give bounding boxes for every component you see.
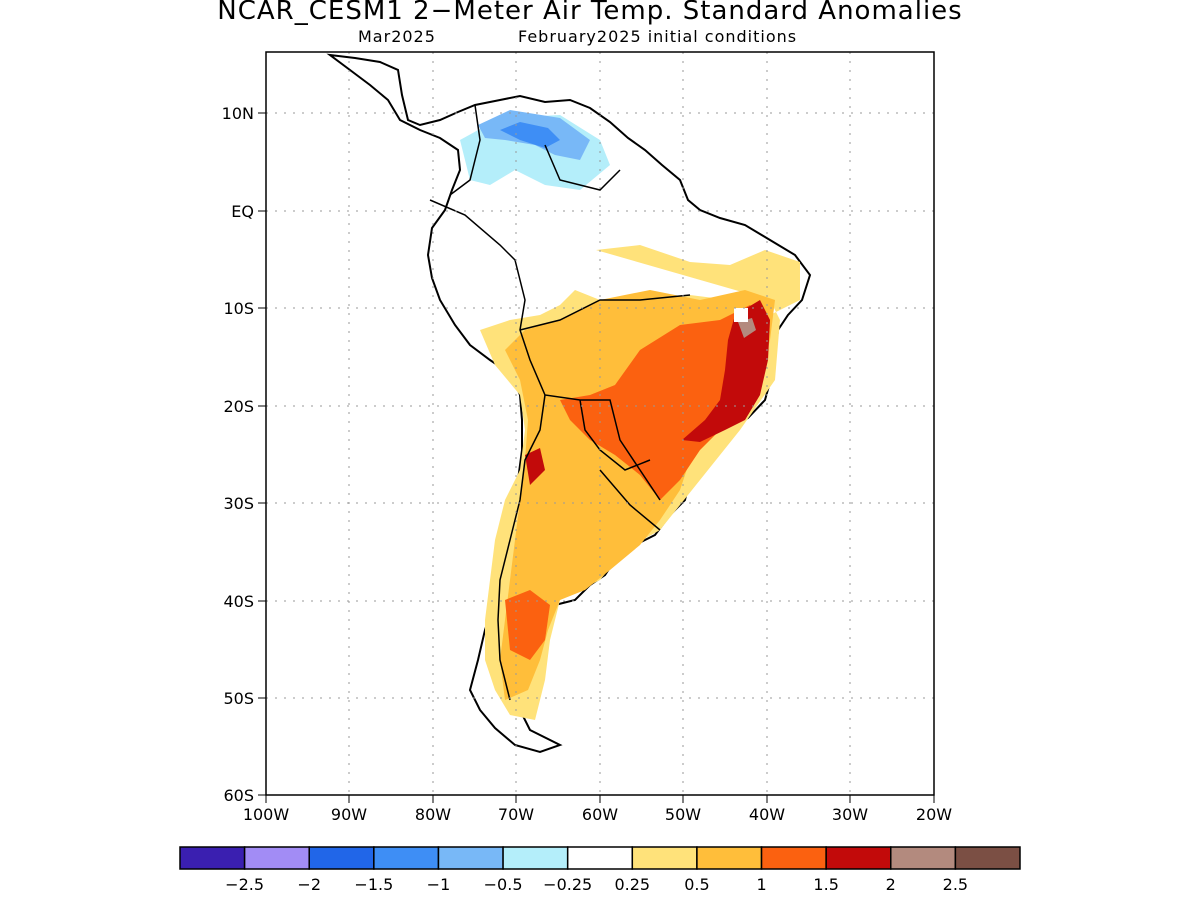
colorbar-label: 0.25 [614,875,650,894]
colorbar-label: 1 [756,875,766,894]
forecast-month: Mar2025 [358,27,436,46]
colorbar-swatch [890,846,957,870]
lon-tick-label: 50W [665,805,701,824]
lat-tick-label: 10S [223,299,254,318]
colorbar-label: 2 [886,875,896,894]
lat-tick-label: EQ [231,202,254,221]
colorbar-swatch [566,846,634,870]
colorbar-swatch [696,846,763,870]
lat-tick-label: 20S [223,397,254,416]
lat-tick-label: 50S [223,689,254,708]
lon-tick-label: 80W [415,805,451,824]
colorbar-swatch [954,846,1021,870]
colorbar-label: 0.5 [684,875,709,894]
colorbar-swatch [502,846,569,870]
anomaly-red-spot [525,448,545,485]
colorbar-swatch [437,846,504,870]
colorbar: −2.5 −2 −1.5 −1 −0.5 −0.25 0.25 0.5 1 1.5 2 2.5 [179,846,1021,894]
graticule [266,52,934,795]
lat-tick-label: 40S [223,592,254,611]
colorbar-swatch [373,846,440,870]
anomaly-red [682,300,770,442]
colorbar-label: −2.5 [225,875,264,894]
colorbar-swatch [760,846,827,870]
lat-tick-label: 60S [223,786,254,805]
lon-tick-label: 70W [498,805,534,824]
colorbar-label: −1.5 [354,875,393,894]
colorbar-swatches [179,846,1021,870]
colorbar-label: 2.5 [943,875,968,894]
lat-tick-label: 10N [222,104,254,123]
anomaly-blue-dark [500,122,560,148]
colorbar-label: −0.25 [543,875,592,894]
colorbar-label: −2 [297,875,321,894]
lon-tick-label: 90W [331,805,367,824]
lon-tick-label: 100W [243,805,290,824]
lon-tick-label: 60W [582,805,618,824]
initial-conditions: February2025 initial conditions [518,27,798,46]
colorbar-labels: −2.5 −2 −1.5 −1 −0.5 −0.25 0.25 0.5 1 1.5 2 2.5 [225,875,968,894]
map-title: NCAR_CESM1 2−Meter Air Temp. Standard An… [217,0,963,26]
anomaly-brown [738,318,756,338]
colorbar-label: 1.5 [813,875,838,894]
lon-tick-label: 30W [832,805,868,824]
colorbar-swatch [825,846,892,870]
longitude-axis: 100W 90W 80W 70W 60W 50W 40W 30W 20W [243,795,952,824]
latitude-axis: 10N EQ 10S 20S 30S 40S 50S 60S [222,104,266,805]
lat-tick-label: 30S [223,494,254,513]
colorbar-label: −1 [427,875,451,894]
anomaly-dark-orange [560,305,765,500]
map-area [266,52,934,795]
colorbar-swatch [308,846,375,870]
lon-tick-label: 20W [916,805,952,824]
anomaly-white-patch [734,308,748,322]
lon-tick-label: 40W [749,805,785,824]
colorbar-label: −0.5 [484,875,523,894]
anomaly-dark-orange-south [505,590,550,660]
colorbar-swatch [179,846,246,870]
colorbar-swatch [243,846,310,870]
colorbar-swatch [631,846,698,870]
